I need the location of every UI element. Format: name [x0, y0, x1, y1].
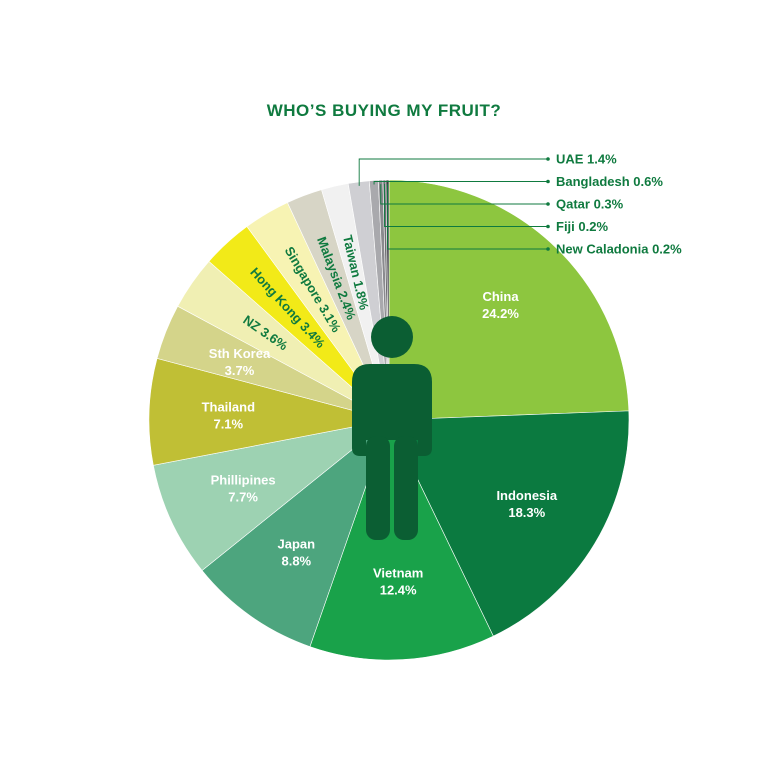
callout-dot-uae	[546, 157, 550, 161]
callout-line-new-caladonia	[387, 184, 548, 250]
slice-label-thailand: Thailand 7.1%	[202, 399, 256, 431]
slice-label-china: China 24.2%	[482, 289, 519, 321]
chart-title: WHO’S BUYING MY FRUIT?	[267, 101, 502, 120]
pie-slices	[148, 179, 630, 661]
callout-dot-new-caladonia	[546, 247, 550, 251]
callout-line-fiji	[384, 184, 548, 227]
slice-label-phillipines: Phillipines 7.7%	[211, 473, 276, 505]
slice-indonesia	[388, 410, 630, 637]
slice-label-japan: Japan 8.8%	[278, 536, 316, 568]
callout-line-qatar	[380, 184, 548, 205]
person-icon	[352, 316, 432, 540]
slice-phillipines	[152, 419, 390, 571]
callout-label-uae: UAE 1.4%	[556, 152, 617, 167]
callout-label-fiji: Fiji 0.2%	[556, 219, 608, 234]
callout-label-new-caladonia: New Caladonia 0.2%	[556, 242, 682, 257]
slice-label-sth-korea: Sth Korea 3.7%	[209, 346, 271, 378]
callout-dot-bangladesh	[546, 179, 550, 184]
callout-line-uae	[358, 158, 548, 186]
slice-label-vietnam: Vietnam 12.4%	[373, 566, 423, 598]
slice-japan	[201, 419, 390, 647]
person-left-leg	[366, 436, 390, 540]
slice-label-indonesia: Indonesia 18.3%	[496, 488, 557, 520]
callout-dot-fiji	[546, 224, 550, 229]
callout-line-bangladesh	[373, 181, 548, 185]
callout-label-qatar: Qatar 0.3%	[556, 197, 624, 212]
person-head	[371, 316, 413, 358]
person-right-leg	[394, 436, 418, 540]
callout-dot-qatar	[546, 202, 550, 206]
callout-label-bangladesh: Bangladesh 0.6%	[556, 174, 663, 189]
slice-china	[388, 179, 630, 421]
slice-vietnam	[309, 419, 494, 661]
slice-new-caladonia	[385, 179, 390, 421]
person-body	[366, 395, 418, 440]
slice-thailand	[148, 358, 390, 466]
callout-labels: UAE 1.4% Bangladesh 0.6% Qatar 0.3% Fiji 0.…	[358, 152, 682, 257]
